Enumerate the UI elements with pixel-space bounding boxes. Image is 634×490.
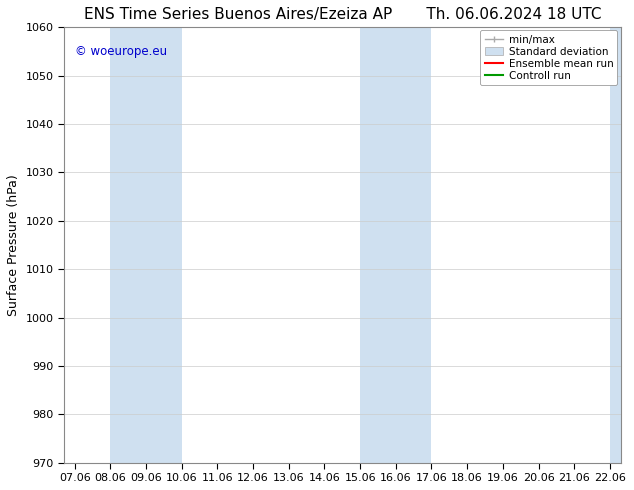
Text: © woeurope.eu: © woeurope.eu <box>75 45 167 58</box>
Bar <box>360 27 432 463</box>
Bar <box>110 27 182 463</box>
Title: ENS Time Series Buenos Aires/Ezeiza AP       Th. 06.06.2024 18 UTC: ENS Time Series Buenos Aires/Ezeiza AP T… <box>84 7 601 22</box>
Legend: min/max, Standard deviation, Ensemble mean run, Controll run: min/max, Standard deviation, Ensemble me… <box>481 30 618 85</box>
Y-axis label: Surface Pressure (hPa): Surface Pressure (hPa) <box>7 174 20 316</box>
Bar <box>610 27 634 463</box>
